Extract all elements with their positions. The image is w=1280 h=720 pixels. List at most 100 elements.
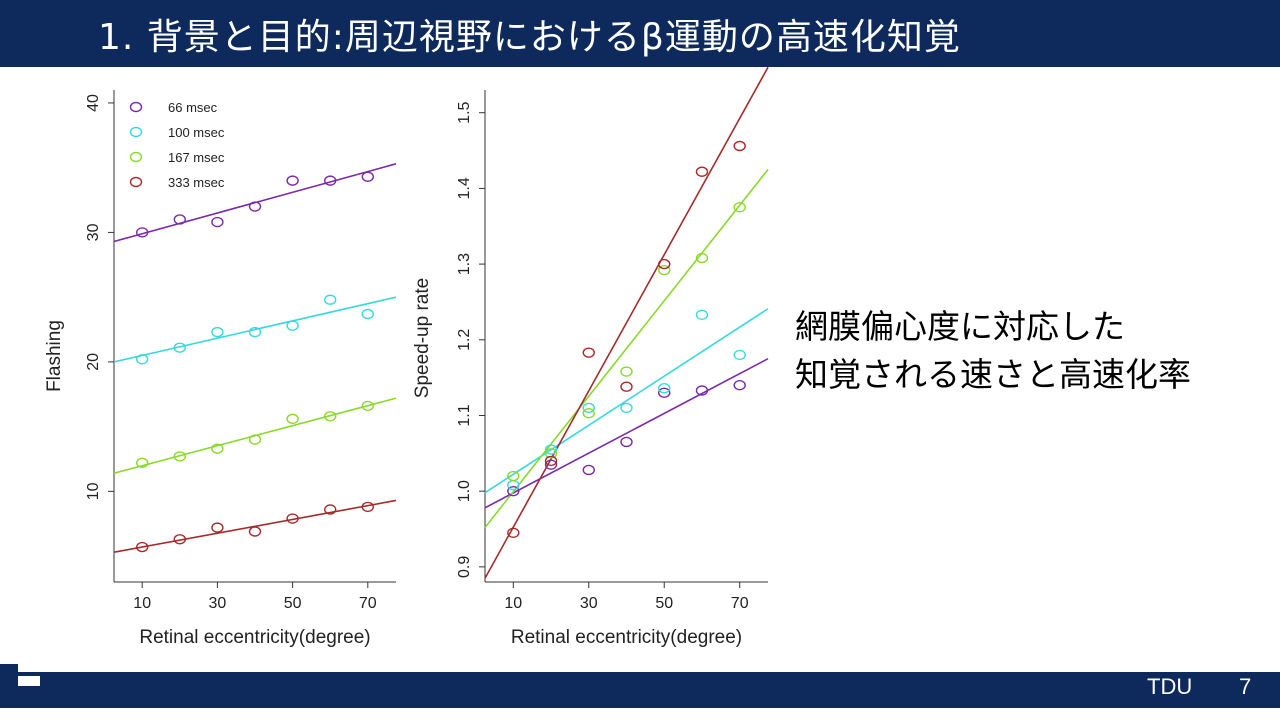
chart1-point-s4 [211, 522, 224, 533]
chart2-y-tick-label: 1.0 [456, 480, 473, 502]
chart1-legend-marker-4 [129, 176, 143, 188]
chart1-point-s3 [286, 413, 299, 425]
chart1-legend-marker-3 [129, 151, 143, 163]
chart1-point-s2 [324, 294, 337, 305]
chart1-point-s3 [248, 434, 262, 445]
chart1-point-s1 [248, 201, 262, 212]
chart1-point-s3 [211, 443, 224, 454]
chart2-y-tick-label: 1.1 [456, 404, 473, 426]
chart2-point-s1 [620, 436, 633, 448]
chart2-point-s4 [695, 166, 709, 177]
chart2-point-s3 [582, 408, 595, 419]
chart2-point-s2 [733, 349, 746, 361]
chart2-point-s1 [507, 485, 520, 497]
page-number: 7 [1239, 674, 1252, 699]
chart1-x-tick-label: 70 [359, 595, 377, 612]
chart1-point-s1 [211, 216, 224, 228]
chart2-point-s1 [695, 385, 709, 396]
chart2-point-s3 [658, 264, 671, 276]
chart2-y-tick-label: 0.9 [456, 556, 473, 578]
chart1-point-s4 [324, 504, 337, 515]
chart2-fit-line-1 [484, 357, 769, 509]
chart2-y-tick-label: 1.4 [456, 177, 473, 199]
chart2-point-s2 [544, 444, 558, 455]
chart2-point-s3 [620, 366, 633, 377]
chart1-x-axis-label: Retinal eccentricity(degree) [139, 627, 370, 648]
chart2-point-s2 [582, 402, 595, 414]
chart2-fit-line-3 [484, 168, 769, 528]
chart2-y-tick-label: 1.5 [456, 101, 473, 123]
chart1-y-tick-label: 10 [85, 482, 102, 500]
chart1-point-s2 [173, 342, 187, 353]
chart1-point-s1 [173, 214, 187, 225]
chart2-point-s1 [544, 459, 558, 470]
chart1-point-s3 [173, 451, 187, 462]
chart1-point-s2 [248, 326, 262, 338]
chart1-legend-marker-1 [129, 101, 143, 113]
description-line-2: 知覚される速さと高速化率 [795, 355, 1191, 394]
chart1-point-s2 [211, 326, 224, 338]
chart2-point-s4 [582, 347, 595, 358]
chart2-x-tick-label: 50 [655, 595, 673, 612]
chart1-x-tick-label: 30 [209, 595, 227, 612]
chart2-y-tick-label: 1.3 [456, 253, 473, 275]
chart1-y-tick-label: 20 [85, 353, 102, 371]
chart1-point-s2 [286, 320, 299, 331]
chart2-x-axis-label: Retinal eccentricity(degree) [511, 627, 742, 648]
chart2-x-tick-label: 70 [731, 595, 749, 612]
chart2-point-s2 [507, 479, 520, 491]
chart1-point-s1 [135, 227, 149, 238]
slide-title: 1. 背景と目的:周辺視野におけるβ運動の高速化知覚 [98, 17, 961, 58]
chart1-point-s4 [286, 513, 299, 524]
chart1-point-s4 [248, 526, 262, 537]
chart2-point-s3 [507, 470, 520, 482]
chart1-point-s2 [361, 308, 374, 320]
chart1-legend-label-3: 167 msec [168, 150, 225, 165]
chart2-point-s4 [733, 140, 746, 152]
chart2-point-s3 [695, 252, 709, 264]
chart1-point-s3 [324, 411, 337, 422]
chart2-point-s4 [620, 381, 633, 392]
chart2-x-tick-label: 10 [504, 595, 522, 612]
chart2-point-s4 [507, 527, 520, 538]
chart1-legend-label-1: 66 msec [168, 100, 218, 115]
chart2-point-s2 [695, 309, 709, 321]
chart1-point-s1 [324, 175, 337, 186]
chart1-point-s4 [361, 501, 374, 513]
footer-org: TDU [1147, 674, 1193, 699]
chart2-x-tick-label: 30 [580, 595, 598, 612]
chart1-legend-label-4: 333 msec [168, 175, 225, 190]
chart2-y-axis-label: Speed-up rate [412, 278, 433, 398]
chart1-y-tick-label: 40 [85, 94, 102, 112]
footer-decoration [0, 664, 18, 676]
footer-decoration-notch [18, 676, 40, 686]
chart1-legend-label-2: 100 msec [168, 125, 225, 140]
chart1-point-s3 [135, 457, 149, 469]
chart1-point-s1 [286, 175, 299, 186]
chart2-y-tick-label: 1.2 [456, 329, 473, 351]
chart2-point-s4 [544, 455, 558, 467]
chart2-fit-line-4 [484, 66, 769, 579]
chart2-point-s1 [733, 380, 746, 391]
chart1-legend-marker-2 [129, 126, 143, 138]
chart2-point-s2 [658, 383, 671, 394]
chart2-point-s3 [733, 202, 746, 213]
chart1-point-s4 [173, 534, 187, 545]
description-line-1: 網膜偏心度に対応した [795, 307, 1125, 346]
chart2-fit-line-2 [484, 308, 769, 494]
chart1-x-tick-label: 10 [133, 595, 151, 612]
chart1-fit-line-2 [113, 296, 397, 363]
chart2-point-s1 [582, 464, 595, 476]
title-bar [0, 0, 1280, 67]
chart2-point-s3 [544, 448, 558, 459]
chart1-point-s1 [361, 171, 374, 182]
chart1-point-s4 [135, 541, 149, 553]
chart1-point-s3 [361, 400, 374, 412]
chart2-point-s1 [658, 387, 671, 398]
chart1-x-tick-label: 50 [284, 595, 302, 612]
chart1-y-axis-label: Flashing [44, 320, 65, 392]
chart2-point-s2 [620, 402, 633, 414]
chart2-point-s4 [658, 258, 671, 270]
slide-description: 網膜偏心度に対応した 知覚される速さと高速化率 [795, 303, 1191, 399]
